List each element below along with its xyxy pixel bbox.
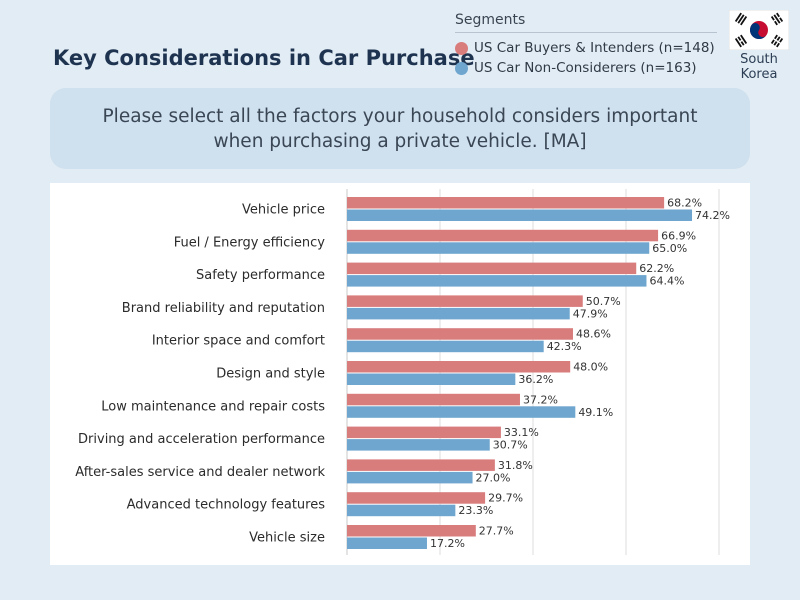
category-label: Low maintenance and repair costs	[101, 399, 325, 414]
data-label: 37.2%	[523, 393, 558, 406]
category-label: Driving and acceleration performance	[78, 432, 325, 447]
bar-non-considerers	[347, 373, 516, 385]
bar-non-considerers	[347, 406, 576, 418]
data-label: 29.7%	[488, 492, 523, 505]
chart-title: Key Considerations in Car Purchase	[53, 46, 475, 70]
category-label: Vehicle price	[242, 203, 325, 218]
bar-buyers	[347, 393, 520, 406]
bar-non-considerers	[347, 504, 456, 517]
legend-divider	[455, 32, 717, 33]
data-label: 74.2%	[695, 209, 730, 222]
category-label: Vehicle size	[249, 531, 325, 546]
legend-swatch-buyers	[455, 41, 468, 55]
category-label: After-sales service and dealer network	[75, 465, 325, 480]
question-text: Please select all the factors your house…	[102, 105, 698, 152]
legend-item-buyers: US Car Buyers & Intenders (n=148)	[455, 38, 717, 58]
chart-panel: Vehicle price 68.2% 74.2% Fuel / Energy eff…	[50, 183, 750, 565]
country-badge: South Korea	[726, 10, 792, 82]
category-label: Brand reliability and reputation	[122, 301, 325, 316]
legend-swatch-non-considerers	[455, 61, 468, 75]
data-label: 62.2%	[639, 262, 674, 275]
data-label: 49.1%	[578, 406, 613, 419]
bar-non-considerers	[347, 340, 544, 353]
question-box: Please select all the factors your house…	[50, 88, 750, 169]
data-label: 33.1%	[504, 426, 539, 439]
bar-non-considerers	[347, 275, 647, 287]
bar-non-considerers	[347, 209, 693, 221]
bar-buyers	[347, 492, 486, 504]
data-label: 65.0%	[652, 242, 687, 255]
bar-non-considerers	[347, 307, 570, 320]
data-label: 48.0%	[573, 361, 608, 374]
bar-buyers	[347, 262, 637, 275]
bar-buyers	[347, 459, 495, 471]
bar-buyers	[347, 229, 659, 242]
data-label: 42.3%	[547, 340, 582, 353]
legend-title: Segments	[455, 12, 526, 28]
data-label: 31.8%	[498, 459, 533, 472]
bar-non-considerers	[347, 242, 650, 254]
legend-label-buyers: US Car Buyers & Intenders (n=148)	[474, 40, 715, 56]
data-label: 30.7%	[493, 439, 528, 452]
bar-buyers	[347, 197, 665, 209]
data-label: 48.6%	[576, 328, 611, 341]
data-label: 27.7%	[479, 525, 514, 538]
legend-item-non-considerers: US Car Non-Considerers (n=163)	[455, 58, 717, 78]
legend: Segments US Car Buyers & Intenders (n=14…	[455, 12, 717, 78]
data-label: 68.2%	[667, 197, 702, 210]
category-label: Design and style	[216, 367, 325, 382]
bar-buyers	[347, 426, 501, 439]
country-label: South Korea	[740, 52, 778, 82]
bar-buyers	[347, 525, 476, 537]
category-label: Interior space and comfort	[152, 334, 325, 349]
south-korea-flag-icon	[729, 10, 789, 50]
bar-non-considerers	[347, 471, 473, 484]
category-label: Fuel / Energy efficiency	[174, 235, 326, 250]
category-label: Advanced technology features	[127, 498, 326, 513]
data-label: 64.4%	[649, 275, 684, 288]
bar-buyers	[347, 328, 573, 340]
legend-label-non-considerers: US Car Non-Considerers (n=163)	[474, 60, 697, 76]
bar-chart: Vehicle price 68.2%74.2% Fuel / Energy eff…	[75, 189, 730, 555]
data-label: 27.0%	[476, 471, 511, 484]
data-label: 36.2%	[518, 373, 553, 386]
data-label: 47.9%	[573, 307, 608, 320]
data-label: 50.7%	[586, 295, 621, 308]
data-label: 23.3%	[458, 504, 493, 517]
category-label: Safety performance	[196, 268, 325, 283]
data-label: 17.2%	[430, 537, 465, 550]
data-label: 66.9%	[661, 229, 696, 242]
bar-non-considerers	[347, 537, 427, 549]
bar-non-considerers	[347, 439, 490, 451]
bar-buyers	[347, 361, 571, 373]
bar-buyers	[347, 295, 583, 307]
